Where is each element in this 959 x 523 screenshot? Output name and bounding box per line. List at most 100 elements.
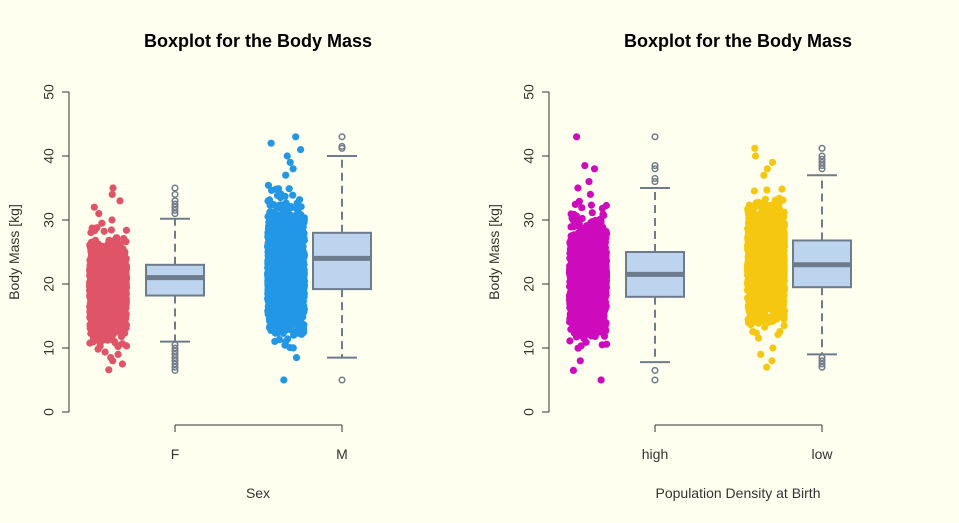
- jitter-point: [88, 314, 96, 322]
- jitter-point: [86, 322, 94, 330]
- chart-panel-sex: Boxplot for the Body Mass Sex Body Mass …: [6, 31, 372, 501]
- jitter-point: [267, 326, 275, 334]
- iqr-box: [312, 231, 372, 291]
- outlier-point: [171, 190, 179, 198]
- chart-panel-density: Boxplot for the Body Mass Population Den…: [486, 31, 852, 501]
- outlier-point: [338, 376, 346, 384]
- jitter-point: [122, 226, 130, 234]
- jitter-point: [285, 298, 293, 306]
- jitter-point: [116, 197, 124, 205]
- iqr-box: [145, 263, 205, 297]
- jitter-point: [297, 146, 305, 154]
- jitter-point: [119, 330, 127, 338]
- jitter-point: [289, 165, 297, 173]
- jitter-point: [279, 314, 287, 322]
- y-axis-label: Body Mass [kg]: [6, 204, 22, 300]
- boxplot-M: [312, 133, 372, 384]
- chart-title: Boxplot for the Body Mass: [624, 31, 852, 51]
- jitter-point: [122, 278, 130, 286]
- jitter-point: [598, 204, 607, 212]
- jitter-points-F: [85, 184, 131, 374]
- jitter-point: [588, 209, 596, 217]
- jitter-point: [98, 219, 106, 227]
- jitter-point: [292, 133, 300, 141]
- jitter-point: [108, 216, 116, 224]
- jitter-point: [90, 203, 98, 211]
- y-tick-label: 0: [41, 408, 57, 416]
- jitter-point: [107, 354, 115, 362]
- jitter-point: [298, 243, 307, 251]
- jitter-point: [287, 318, 295, 326]
- jitter-point: [283, 249, 292, 257]
- x-tick-label: F: [171, 446, 180, 462]
- outlier-point: [171, 184, 179, 192]
- jitter-point: [289, 191, 297, 199]
- jitter-point: [273, 191, 282, 200]
- jitter-point: [110, 242, 118, 250]
- jitter-point: [120, 235, 128, 243]
- x-tick-label: low: [811, 446, 833, 462]
- jitter-point: [109, 184, 117, 192]
- jitter-point: [272, 257, 280, 266]
- jitter-point: [297, 203, 305, 211]
- jitter-point: [587, 201, 596, 209]
- jitter-point: [267, 250, 275, 259]
- y-tick-label: 20: [521, 276, 537, 292]
- jitter-points-high: [565, 133, 611, 384]
- jitter-point: [598, 341, 606, 349]
- jitter-point: [283, 152, 291, 160]
- jitter-point: [286, 158, 294, 166]
- jitter-point: [96, 242, 104, 250]
- jitter-point: [117, 262, 125, 270]
- jitter-point: [287, 228, 295, 236]
- jitter-point: [293, 226, 301, 234]
- jitter-point: [108, 190, 116, 198]
- jitter-point: [93, 251, 101, 259]
- jitter-point: [282, 338, 290, 346]
- jitter-point: [286, 236, 294, 244]
- jitter-point: [283, 208, 291, 216]
- jitter-point: [115, 316, 124, 324]
- jitter-point: [107, 226, 115, 234]
- jitter-point: [268, 216, 276, 224]
- jitter-point: [115, 301, 123, 309]
- jitter-point: [267, 139, 275, 147]
- jitter-point: [297, 324, 305, 332]
- jitter-point: [300, 236, 308, 244]
- jitter-point: [289, 276, 297, 284]
- jitter-point: [292, 258, 300, 266]
- jitter-point: [566, 337, 574, 345]
- jitter-point: [87, 264, 95, 272]
- jitter-point: [266, 314, 274, 322]
- jitter-point: [114, 350, 122, 358]
- jitter-point: [294, 217, 302, 225]
- jitter-point: [271, 290, 279, 298]
- jitter-point: [86, 282, 94, 290]
- jitter-point: [94, 345, 102, 353]
- jitter-point: [118, 360, 126, 368]
- jitter-point: [100, 227, 108, 235]
- jitter-point: [271, 337, 279, 345]
- jitter-point: [270, 200, 278, 209]
- jitter-point: [111, 308, 119, 316]
- jitter-point: [116, 284, 125, 292]
- y-tick-label: 30: [41, 212, 57, 228]
- jitter-point: [93, 301, 101, 309]
- jitter-point: [269, 208, 277, 216]
- jitter-point: [268, 186, 276, 194]
- jitter-point: [86, 339, 94, 347]
- jitter-point: [578, 204, 586, 212]
- jitter-point: [265, 239, 273, 247]
- jitter-point: [121, 309, 129, 318]
- jitter-point: [86, 303, 94, 311]
- jitter-point: [288, 268, 296, 276]
- jitter-point: [575, 197, 584, 205]
- jitter-point: [280, 376, 288, 384]
- jitter-point: [108, 322, 116, 330]
- boxplot-F: [145, 184, 205, 374]
- jitter-point: [272, 230, 280, 238]
- y-tick-label: 20: [41, 276, 57, 292]
- jitter-point: [294, 288, 302, 296]
- jitter-point: [101, 292, 109, 300]
